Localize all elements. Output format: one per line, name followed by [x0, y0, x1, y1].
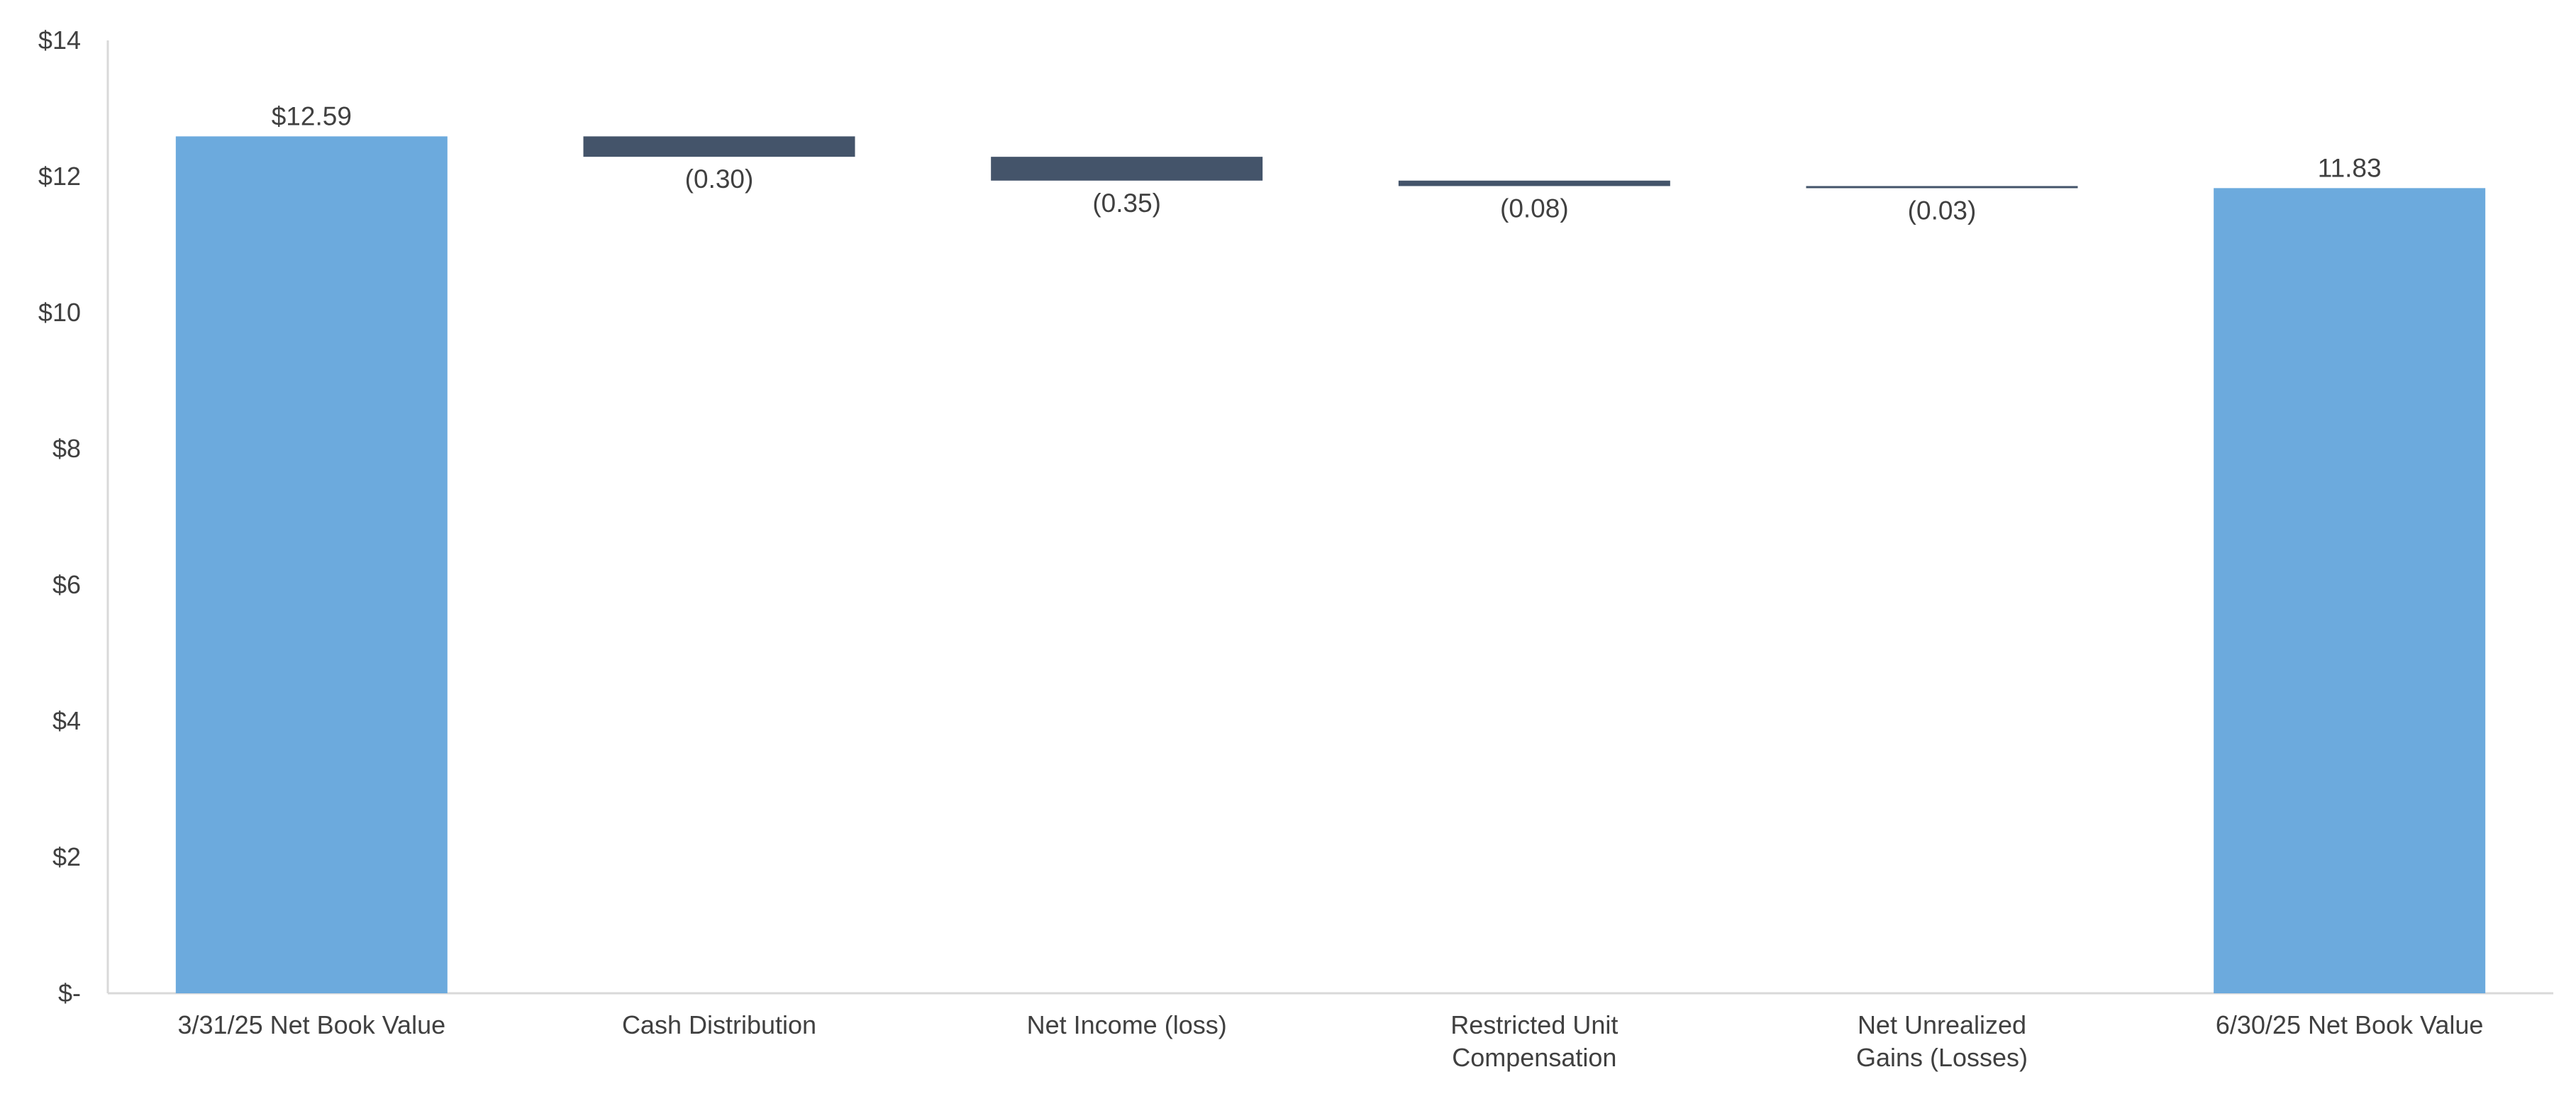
category-label-line: Cash Distribution	[622, 1010, 816, 1039]
change-bar	[1806, 186, 2078, 189]
category-label: Restricted Unit Compensation	[1450, 1010, 1618, 1072]
data-label: (0.03)	[1908, 196, 1977, 225]
y-tick-label: $4	[52, 706, 81, 735]
y-tick-label: $2	[52, 842, 81, 871]
y-tick-label: $14	[38, 26, 81, 55]
category-label-line: 6/30/25 Net Book Value	[2216, 1010, 2484, 1039]
y-tick-label: $-	[58, 978, 81, 1007]
data-labels: $12.59 (0.30) (0.35) (0.08) (0.03) 11.83	[272, 101, 2382, 225]
category-label-line: 3/31/25 Net Book Value	[178, 1010, 446, 1039]
category-label: Cash Distribution	[622, 1010, 816, 1039]
category-label-line: Compensation	[1452, 1043, 1616, 1072]
category-label-line: Restricted Unit	[1450, 1010, 1618, 1039]
total-bar	[2214, 188, 2486, 993]
bar-series	[175, 136, 2486, 994]
data-label: $12.59	[272, 101, 352, 130]
change-bar	[583, 136, 855, 157]
category-label-line: Gains (Losses)	[1856, 1043, 2028, 1072]
change-bar	[1398, 180, 1670, 186]
data-label: (0.35)	[1092, 189, 1161, 218]
y-tick-label: $6	[52, 570, 81, 599]
total-bar	[175, 136, 448, 994]
data-label: 11.83	[2318, 153, 2382, 182]
category-labels: 3/31/25 Net Book Value Cash Distribution N…	[178, 1010, 2484, 1072]
category-label: 3/31/25 Net Book Value	[178, 1010, 446, 1039]
y-axis: $- $2 $4 $6 $8 $10 $12 $14	[38, 26, 109, 1007]
data-label: (0.30)	[685, 164, 754, 194]
category-label-line: Net Income (loss)	[1027, 1010, 1227, 1039]
category-label: Net Unrealized Gains (Losses)	[1856, 1010, 2028, 1072]
category-label-line: Net Unrealized	[1858, 1010, 2026, 1039]
category-label: 6/30/25 Net Book Value	[2216, 1010, 2484, 1039]
y-tick-label: $10	[38, 298, 81, 327]
category-label: Net Income (loss)	[1027, 1010, 1227, 1039]
y-tick-label: $12	[38, 162, 81, 191]
data-label: (0.08)	[1500, 194, 1569, 223]
change-bar	[991, 157, 1263, 181]
y-tick-label: $8	[52, 434, 81, 463]
